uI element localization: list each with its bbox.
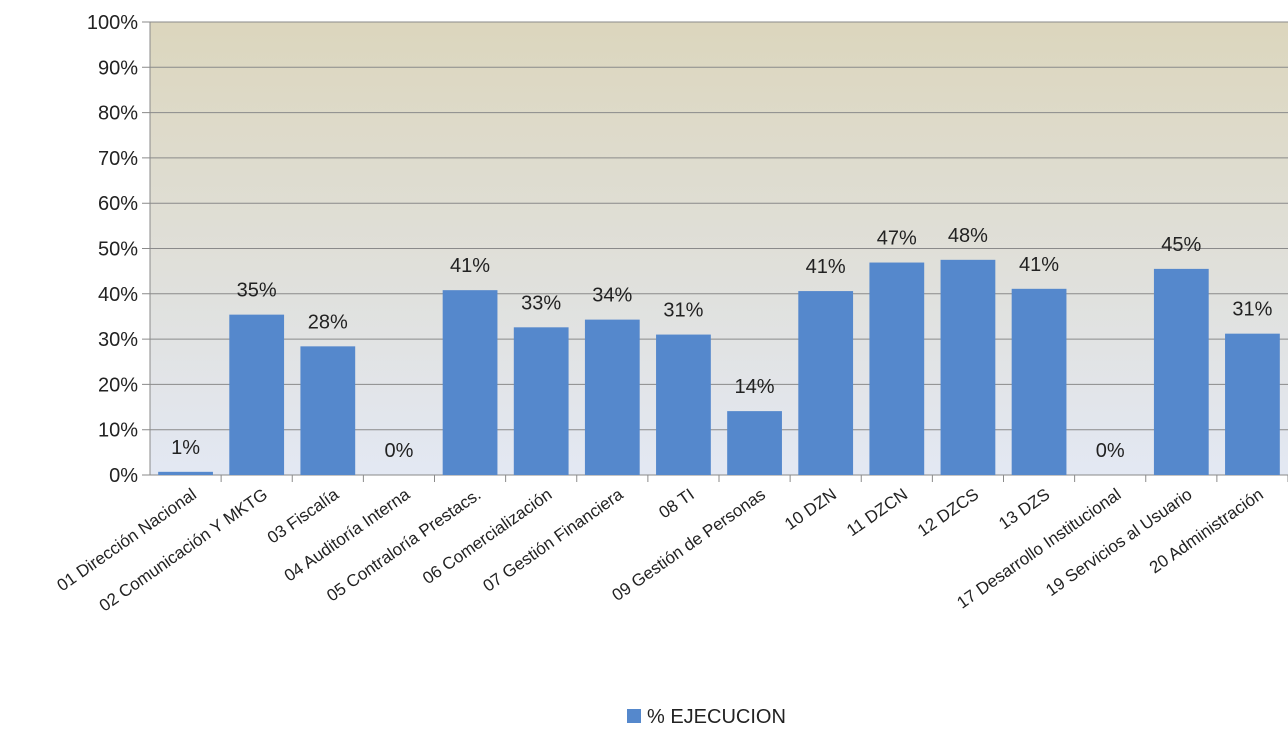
value-label: 28% (308, 311, 348, 333)
x-tick-label: 06 Comercialización (419, 485, 555, 588)
x-tick-label: 08 TI (655, 485, 697, 523)
y-tick-label: 70% (98, 148, 138, 170)
value-label: 45% (1161, 234, 1201, 256)
bar (158, 471, 213, 475)
value-label: 41% (450, 255, 490, 277)
y-tick-label: 100% (87, 12, 138, 34)
bar (1153, 268, 1209, 475)
value-label: 31% (1232, 299, 1272, 321)
value-label: 1% (171, 437, 200, 459)
bar (584, 319, 640, 475)
y-tick-label: 60% (98, 193, 138, 215)
x-tick-label: 10 DZN (781, 485, 840, 534)
y-tick-label: 80% (98, 103, 138, 125)
bar (513, 327, 569, 475)
bar (727, 411, 782, 475)
bar (869, 262, 925, 475)
x-tick-label: 12 DZCS (914, 485, 982, 541)
bar (1011, 288, 1067, 475)
value-label: 41% (1019, 254, 1059, 276)
x-tick-label: 11 DZCN (843, 485, 911, 540)
legend-label: % EJECUCION (647, 706, 786, 728)
x-tick-label: 04 Auditoría Interna (281, 484, 414, 585)
value-label: 31% (663, 300, 703, 322)
y-tick-label: 40% (98, 284, 138, 306)
value-label: 48% (948, 225, 988, 247)
value-label: 0% (384, 440, 413, 462)
value-label: 0% (1096, 440, 1125, 462)
y-tick-label: 30% (98, 329, 138, 351)
value-label: 47% (877, 228, 917, 250)
bar (300, 346, 356, 475)
value-label: 14% (735, 376, 775, 398)
y-tick-label: 10% (98, 420, 138, 442)
bar (229, 314, 285, 475)
value-label: 33% (521, 292, 561, 314)
y-tick-label: 90% (98, 57, 138, 79)
y-tick-label: 0% (109, 465, 138, 487)
y-tick-label: 50% (98, 239, 138, 261)
value-label: 34% (592, 285, 632, 307)
value-label: 35% (237, 280, 277, 302)
bar (442, 290, 498, 475)
bar (798, 291, 854, 475)
y-tick-label: 20% (98, 374, 138, 396)
value-label: 41% (806, 256, 846, 278)
bar (940, 259, 996, 475)
bar (656, 334, 711, 475)
x-tick-label: 13 DZS (995, 485, 1053, 534)
bar (1225, 333, 1280, 475)
legend-swatch (627, 709, 641, 723)
